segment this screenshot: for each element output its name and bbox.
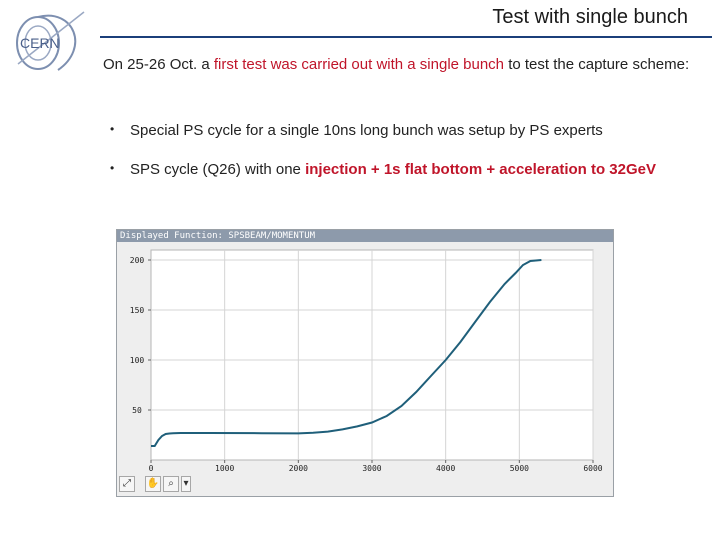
x-tick-label: 1000 [215, 464, 234, 473]
x-tick-label: 5000 [510, 464, 529, 473]
y-tick-label: 100 [130, 356, 145, 365]
y-tick-label: 50 [132, 406, 142, 415]
bullet-highlight: injection + 1s flat bottom + acceleratio… [305, 161, 657, 178]
chart-toolbar: ⤢ ✋ ⌕ ▾ [119, 475, 191, 493]
zoom-fit-icon[interactable]: ⤢ [119, 476, 135, 492]
intro-highlight: first test was carried out with a single… [213, 56, 505, 73]
svg-text:CERN: CERN [20, 35, 60, 51]
cern-logo: CERN [16, 11, 85, 71]
intro-text-2: to test the capture scheme: [504, 56, 690, 73]
slide-title: Test with single bunch [492, 6, 688, 28]
function-display-panel: Displayed Function: SPSBEAM/MOMENTUM 0 10… [116, 229, 614, 497]
bullet-text-plain: SPS cycle (Q26) with one [130, 161, 306, 178]
x-tick-label: 4000 [436, 464, 455, 473]
bullet-dot: • [110, 122, 115, 136]
zoom-icon[interactable]: ⌕ [163, 476, 179, 492]
intro-paragraph: On 25-26 Oct. a first test was carried o… [103, 50, 703, 79]
y-tick-label: 200 [130, 256, 145, 265]
momentum-series-line [151, 259, 542, 447]
bullet-dot: • [110, 161, 115, 175]
x-tick-label: 3000 [362, 464, 381, 473]
x-tick-label: 6000 [583, 464, 602, 473]
momentum-chart[interactable]: 0 1000 2000 3000 4000 5000 6000 50 100 150 200 [117, 242, 613, 475]
x-tick-label: 2000 [289, 464, 308, 473]
title-underline [100, 36, 712, 38]
pan-hand-icon[interactable]: ✋ [145, 476, 161, 492]
y-tick-label: 150 [130, 306, 145, 315]
dropdown-arrow-icon[interactable]: ▾ [181, 476, 191, 492]
intro-text-1: On 25-26 Oct. a [103, 56, 214, 73]
panel-header: Displayed Function: SPSBEAM/MOMENTUM [117, 230, 613, 242]
x-tick-label: 0 [149, 464, 154, 473]
bullet-text: SPS cycle (Q26) with one injection + 1s … [130, 161, 656, 178]
bullet-text: Special PS cycle for a single 10ns long … [130, 122, 603, 139]
